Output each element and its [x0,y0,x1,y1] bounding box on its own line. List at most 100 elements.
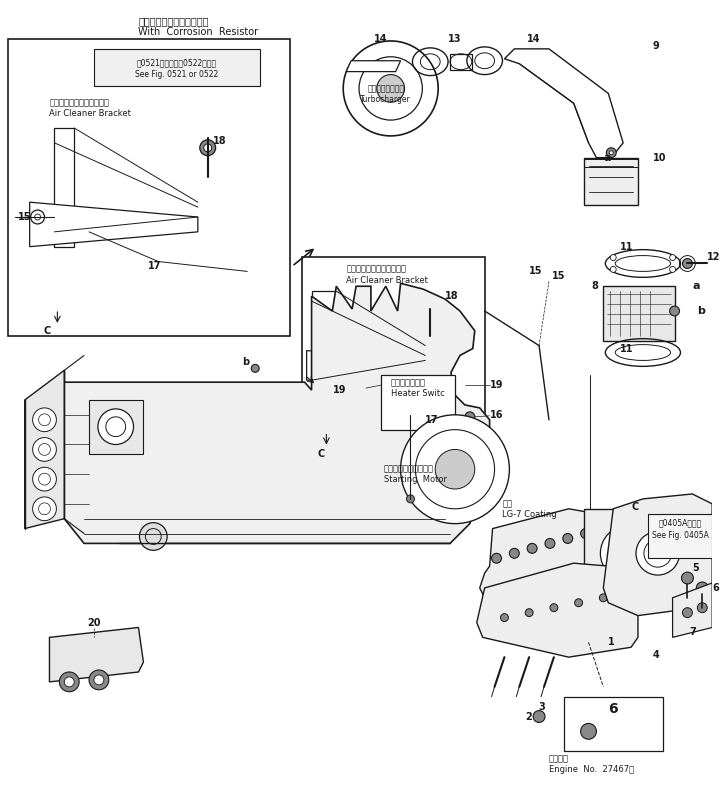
Polygon shape [480,509,618,598]
Bar [89,400,143,454]
Circle shape [407,495,415,503]
Bar [450,53,472,69]
Text: エアークリーナブラケット: エアークリーナブラケット [50,98,109,107]
Text: 14: 14 [527,34,541,44]
Text: Engine  No.  27467～: Engine No. 27467～ [549,765,634,774]
Circle shape [683,608,693,618]
Circle shape [32,468,56,491]
Text: 7: 7 [689,627,696,638]
Circle shape [405,410,415,420]
Circle shape [89,670,109,689]
Text: 4: 4 [653,650,660,660]
Text: LG-7 Coating: LG-7 Coating [503,510,557,519]
Circle shape [545,539,555,548]
Polygon shape [346,61,400,72]
Text: 第0405A図参照: 第0405A図参照 [659,519,702,527]
Text: 2: 2 [526,712,532,721]
Polygon shape [55,128,74,247]
Circle shape [423,294,437,308]
Circle shape [500,614,508,622]
Text: 適用号機: 適用号機 [549,754,569,763]
Text: 14: 14 [374,34,387,44]
Polygon shape [505,49,623,158]
Circle shape [620,545,636,561]
Circle shape [509,548,519,559]
Circle shape [636,531,680,575]
Text: b: b [242,358,249,367]
Circle shape [94,675,104,685]
Polygon shape [30,202,198,247]
Text: 17: 17 [148,262,162,271]
Circle shape [682,572,693,584]
Circle shape [400,415,509,523]
Circle shape [32,408,56,432]
Text: 17: 17 [426,415,438,425]
Circle shape [580,724,596,739]
Text: 10: 10 [653,152,666,163]
Text: 塗布: 塗布 [503,499,513,508]
Circle shape [59,672,79,692]
Circle shape [533,710,545,722]
Text: 11: 11 [619,344,633,354]
Circle shape [377,74,405,102]
Circle shape [251,365,259,373]
Polygon shape [603,494,712,615]
Text: C: C [631,502,639,512]
Text: 6: 6 [712,583,719,593]
Circle shape [606,148,616,158]
Text: 6: 6 [608,701,618,716]
Circle shape [600,526,656,581]
Circle shape [32,437,56,461]
Text: エアークリーナブラケット: エアークリーナブラケット [346,264,406,274]
Text: 18: 18 [212,136,226,146]
Circle shape [670,306,680,316]
Text: 第0521図または第0522図参照: 第0521図または第0522図参照 [137,59,217,68]
Text: 18: 18 [445,291,459,301]
Circle shape [525,609,533,617]
Text: C: C [318,449,325,460]
Polygon shape [50,627,143,681]
Circle shape [527,543,537,553]
Text: 3: 3 [539,701,546,712]
Text: 1: 1 [608,638,615,647]
Text: 20: 20 [87,618,101,627]
Bar [564,697,662,751]
Text: See Fig. 0521 or 0522: See Fig. 0521 or 0522 [135,69,219,79]
Bar [381,375,455,429]
Polygon shape [477,563,638,658]
Text: b: b [697,306,705,316]
Text: 15: 15 [552,271,565,282]
Text: a: a [693,281,700,291]
Text: C: C [44,326,51,336]
Bar [584,159,638,167]
Circle shape [32,497,56,520]
Text: Air Cleaner Bracket: Air Cleaner Bracket [50,109,131,118]
Bar [648,514,712,559]
Circle shape [611,267,616,272]
Text: Heater Switc: Heater Switc [391,389,444,398]
Polygon shape [64,283,490,543]
Text: ターボチャージャ: ターボチャージャ [367,84,404,93]
Text: 11: 11 [619,242,633,251]
Circle shape [697,602,707,613]
Text: ヒータスイッチ: ヒータスイッチ [391,378,426,387]
Circle shape [140,523,167,551]
Bar [584,509,672,598]
Text: 12: 12 [707,251,720,262]
Circle shape [550,604,558,611]
Bar [302,257,485,454]
Bar [94,49,260,86]
Circle shape [64,677,74,687]
Circle shape [575,598,582,606]
Circle shape [683,259,693,268]
Text: With  Corrosion  Resistor: With Corrosion Resistor [138,27,258,37]
Text: a: a [603,152,611,163]
Circle shape [563,534,572,543]
Text: 19: 19 [333,385,346,395]
Text: 15: 15 [18,212,31,222]
Text: スターティングモータ: スターティングモータ [384,464,433,473]
Text: See Fig. 0405A: See Fig. 0405A [652,531,709,539]
Circle shape [427,298,433,304]
Polygon shape [672,583,712,638]
Circle shape [599,594,607,602]
